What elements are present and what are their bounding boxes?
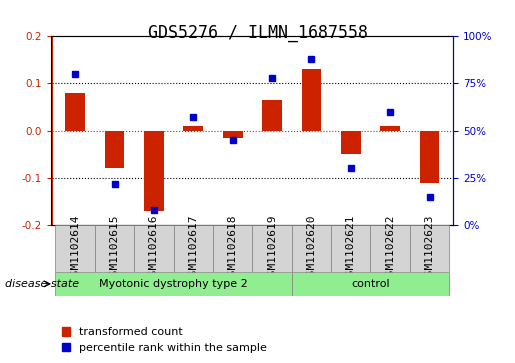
- Bar: [144, 131, 164, 211]
- Text: GSM1102614: GSM1102614: [70, 215, 80, 282]
- FancyBboxPatch shape: [95, 225, 134, 272]
- FancyBboxPatch shape: [291, 225, 331, 272]
- Bar: [105, 131, 124, 168]
- FancyBboxPatch shape: [370, 225, 410, 272]
- Bar: [341, 131, 360, 154]
- Bar: [223, 131, 243, 138]
- Text: Myotonic dystrophy type 2: Myotonic dystrophy type 2: [99, 279, 248, 289]
- FancyBboxPatch shape: [291, 272, 449, 296]
- Bar: [381, 126, 400, 131]
- FancyBboxPatch shape: [174, 225, 213, 272]
- Text: disease state: disease state: [5, 279, 79, 289]
- Bar: [183, 126, 203, 131]
- FancyBboxPatch shape: [56, 225, 95, 272]
- Legend: transformed count, percentile rank within the sample: transformed count, percentile rank withi…: [57, 323, 271, 358]
- FancyBboxPatch shape: [252, 225, 291, 272]
- Text: GSM1102617: GSM1102617: [188, 215, 198, 282]
- FancyBboxPatch shape: [213, 225, 252, 272]
- Bar: [302, 69, 321, 131]
- Text: GSM1102618: GSM1102618: [228, 215, 237, 282]
- Text: GSM1102622: GSM1102622: [385, 215, 395, 282]
- Text: GSM1102623: GSM1102623: [424, 215, 435, 282]
- FancyBboxPatch shape: [410, 225, 449, 272]
- Text: control: control: [351, 279, 390, 289]
- Bar: [65, 93, 85, 131]
- Bar: [420, 131, 439, 183]
- FancyBboxPatch shape: [331, 225, 370, 272]
- Text: GSM1102616: GSM1102616: [149, 215, 159, 282]
- Bar: [262, 100, 282, 131]
- Text: GDS5276 / ILMN_1687558: GDS5276 / ILMN_1687558: [147, 24, 368, 42]
- FancyBboxPatch shape: [134, 225, 174, 272]
- Text: GSM1102615: GSM1102615: [110, 215, 119, 282]
- Text: GSM1102619: GSM1102619: [267, 215, 277, 282]
- Text: GSM1102620: GSM1102620: [306, 215, 316, 282]
- Text: GSM1102621: GSM1102621: [346, 215, 356, 282]
- FancyBboxPatch shape: [56, 272, 291, 296]
